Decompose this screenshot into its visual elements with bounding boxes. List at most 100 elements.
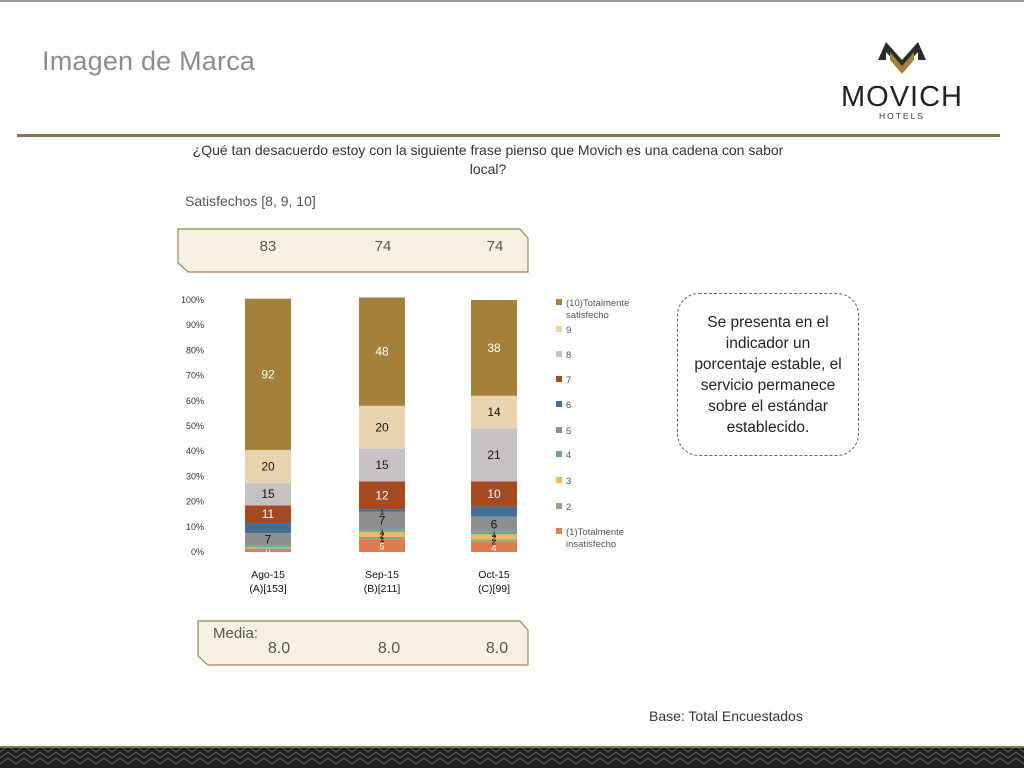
bar-segment-oct-2 xyxy=(471,534,517,540)
bar-data-label: 38 xyxy=(487,341,501,355)
y-tick-label: 40% xyxy=(186,446,204,456)
satisfied-value-sep: 74 xyxy=(374,238,392,255)
bar-data-label: 20 xyxy=(375,420,389,434)
bar-segment-oct-9 xyxy=(471,300,517,396)
media-value-sep: 8.0 xyxy=(377,640,401,657)
stacked-bar-chart: 0%10%20%30%40%50%60%70%80%90%100%0711152… xyxy=(181,295,629,595)
x-category-label: Sep-15 xyxy=(365,569,399,581)
y-tick-label: 10% xyxy=(186,522,204,532)
media-value-oct: 8.0 xyxy=(485,640,509,657)
legend-label: 9 xyxy=(566,325,571,336)
bar-segment-oct-0 xyxy=(471,541,517,552)
bar-data-label: 7 xyxy=(379,514,386,528)
bar-segment-oct-8 xyxy=(471,395,517,429)
bar-segment-oct-6 xyxy=(471,481,517,507)
legend-swatch xyxy=(556,299,562,305)
bar-segment-sep-8 xyxy=(359,405,405,449)
legend-swatch xyxy=(556,376,562,382)
legend-swatch xyxy=(556,477,562,483)
top-border xyxy=(0,0,1024,2)
x-category-sublabel: (A)[153] xyxy=(249,583,286,595)
movich-logo: MOVICH HOTELS xyxy=(841,42,962,121)
bar-segment-ago-8 xyxy=(245,449,291,483)
bar-data-label: 92 xyxy=(261,367,275,381)
legend-swatch xyxy=(556,401,562,407)
y-tick-label: 20% xyxy=(186,497,204,507)
bar-segment-sep-5 xyxy=(359,509,405,512)
insight-callout: Se presenta en el indicador un porcentaj… xyxy=(677,293,859,456)
x-category-sublabel: (B)[211] xyxy=(364,583,401,595)
satisfied-box xyxy=(177,228,529,273)
bar-data-label: 15 xyxy=(261,487,275,501)
base-note: Base: Total Encuestados xyxy=(649,708,803,724)
survey-question: ¿Qué tan desacuerdo estoy con la siguien… xyxy=(192,142,784,177)
bar-data-label: 2 xyxy=(491,537,496,547)
bar-data-label: 21 xyxy=(487,448,501,462)
bar-data-label: 1 xyxy=(379,534,384,544)
legend-label: insatisfecho xyxy=(566,539,616,550)
bar-segment-sep-6 xyxy=(359,481,405,510)
x-category-label: Ago-15 xyxy=(251,569,285,581)
legend-label: 2 xyxy=(566,502,571,513)
satisfied-label: Satisfechos [8, 9, 10] xyxy=(185,193,316,209)
bar-segment-oct-4 xyxy=(471,516,517,532)
bar-segment-sep-2 xyxy=(359,531,405,537)
media-label: Media: xyxy=(213,625,259,642)
media-value-ago: 8.0 xyxy=(267,640,291,657)
bar-segment-oct-7 xyxy=(471,428,517,482)
bar-segment-ago-0 xyxy=(245,549,291,552)
bar-segment-sep-4 xyxy=(359,511,405,530)
bar-data-label: 2 xyxy=(379,530,384,540)
legend-swatch xyxy=(556,427,562,433)
legend-label: 6 xyxy=(566,400,571,411)
bar-segment-oct-1 xyxy=(471,539,517,542)
legend-label: 3 xyxy=(566,476,571,487)
bar-data-label: 20 xyxy=(261,459,275,473)
legend-label: 7 xyxy=(566,375,571,386)
header-rule xyxy=(17,134,1000,137)
y-tick-label: 90% xyxy=(186,320,204,330)
y-tick-label: 30% xyxy=(186,471,204,481)
bar-data-label: 15 xyxy=(375,458,389,472)
y-tick-label: 60% xyxy=(186,396,204,406)
bar-segment-ago-6 xyxy=(245,505,291,524)
bar-data-label: 14 xyxy=(487,405,501,419)
bar-segment-ago-5 xyxy=(245,523,291,534)
bar-segment-sep-1 xyxy=(359,536,405,540)
bar-data-label: 1 xyxy=(379,527,384,537)
bar-segment-ago-3 xyxy=(245,545,291,547)
bar-segment-ago-4 xyxy=(245,533,291,546)
legend-swatch xyxy=(556,351,562,357)
legend-label: satisfecho xyxy=(566,310,609,321)
legend-label: (10)Totalmente xyxy=(566,298,629,309)
bar-segment-ago-7 xyxy=(245,482,291,506)
bar-segment-ago-9 xyxy=(245,298,291,450)
y-tick-label: 50% xyxy=(186,421,204,431)
bar-segment-ago-1 xyxy=(245,548,291,550)
bar-data-label: 2 xyxy=(491,533,496,543)
bar-segment-oct-3 xyxy=(471,531,517,535)
legend-label: 8 xyxy=(566,350,571,361)
legend-label: 5 xyxy=(566,426,571,437)
bar-segment-ago-2 xyxy=(245,546,291,549)
bar-data-label: 12 xyxy=(375,488,389,502)
bar-data-label: 48 xyxy=(375,345,389,359)
bar-segment-sep-7 xyxy=(359,448,405,482)
satisfied-value-oct: 74 xyxy=(486,238,504,255)
bar-segment-oct-5 xyxy=(471,506,517,517)
slide-title: Imagen de Marca xyxy=(42,46,256,76)
bar-data-label: 6 xyxy=(491,517,498,531)
bar-data-label: 4 xyxy=(491,543,496,553)
bar-data-label: 1 xyxy=(379,506,384,516)
media-box xyxy=(197,620,529,666)
bar-data-label: 11 xyxy=(262,507,275,521)
legend-swatch xyxy=(556,326,562,332)
y-tick-label: 70% xyxy=(186,371,204,381)
legend-swatch xyxy=(556,451,562,457)
legend-swatch xyxy=(556,528,562,534)
bar-segment-sep-0 xyxy=(359,539,405,552)
x-category-sublabel: (C)[99] xyxy=(478,583,510,595)
bar-data-label: 5 xyxy=(379,542,384,552)
bar-segment-sep-9 xyxy=(359,297,405,406)
bar-data-label: 7 xyxy=(265,532,272,546)
